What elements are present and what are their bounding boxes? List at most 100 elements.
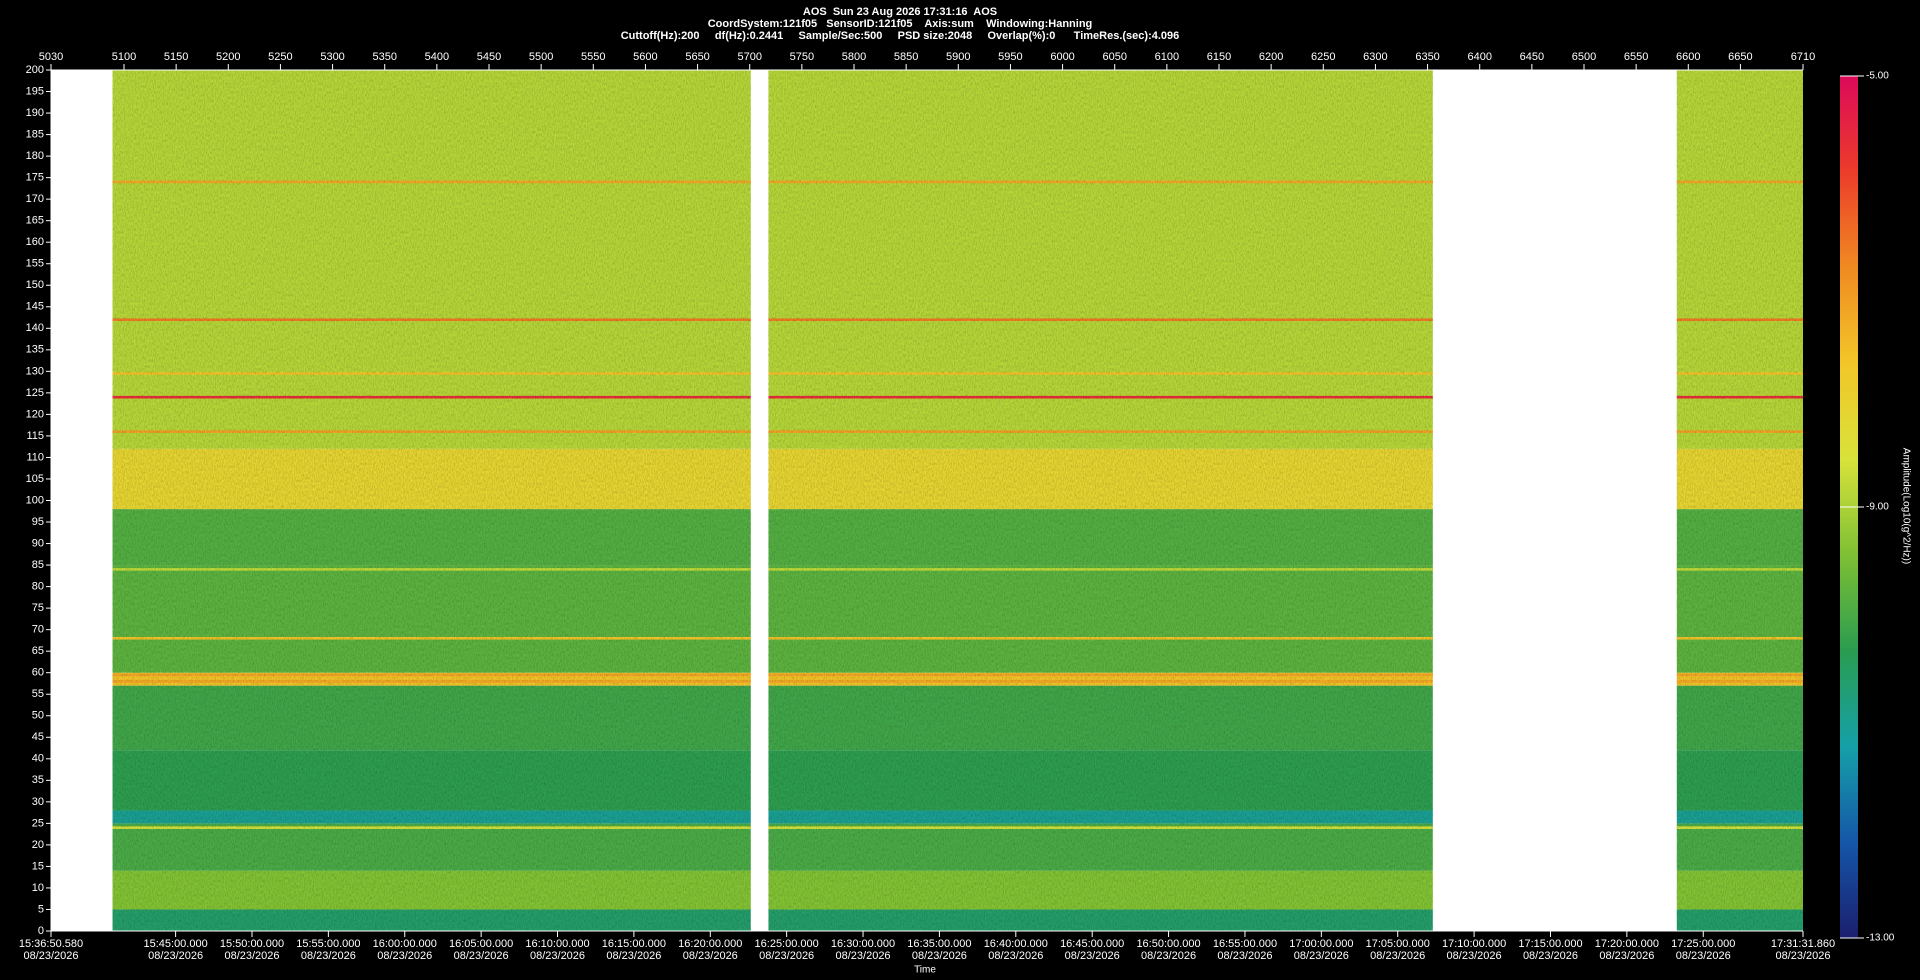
y-tick-label: 160 [26,236,44,248]
time-tick-label: 17:31:31.860 [1771,938,1835,950]
y-tick-label: 95 [32,516,44,528]
data-segment [768,70,1433,931]
x-tick-label: 6300 [1363,51,1387,63]
y-tick-label: 50 [32,710,44,722]
y-tick-label: 40 [32,753,44,765]
x-tick-label: 6100 [1155,51,1179,63]
x-tick-label: 6450 [1520,51,1544,63]
x-tick-label: 6400 [1467,51,1491,63]
y-tick-label: 190 [26,107,44,119]
x-tick-label: 5250 [268,51,292,63]
x-tick-label: 5750 [790,51,814,63]
x-tick-label: 5950 [998,51,1022,63]
x-tick-label: 6600 [1676,51,1700,63]
time-tick-label: 17:00:00.000 [1289,938,1353,950]
y-tick-label: 10 [32,882,44,894]
noise-texture [768,70,1433,931]
time-tick-label: 17:15:00.000 [1518,938,1582,950]
y-tick-label: 175 [26,172,44,184]
time-tick-label: 17:25:00.000 [1671,938,1735,950]
y-tick-label: 115 [26,430,44,442]
chart-title: AOS Sun 23 Aug 2026 17:31:16 AOS [803,6,997,18]
y-tick-label: 65 [32,645,44,657]
y-tick-label: 85 [32,559,44,571]
time-tick-label: 16:15:00.000 [602,938,666,950]
time-tick-label: 17:05:00.000 [1366,938,1430,950]
time-tick-date: 08/23/2026 [912,950,967,962]
y-tick-label: 55 [32,688,44,700]
time-tick-date: 08/23/2026 [23,950,78,962]
y-tick-label: 130 [26,365,44,377]
y-tick-label: 80 [32,581,44,593]
time-tick-date: 08/23/2026 [377,950,432,962]
time-tick-date: 08/23/2026 [836,950,891,962]
x-tick-label: 6000 [1050,51,1074,63]
y-tick-label: 150 [26,279,44,291]
x-tick-label: 5400 [425,51,449,63]
data-segment [112,70,751,931]
time-tick-label: 15:55:00.000 [296,938,360,950]
time-tick-date: 08/23/2026 [988,950,1043,962]
time-tick-date: 08/23/2026 [606,950,661,962]
time-tick-date: 08/23/2026 [1141,950,1196,962]
x-tick-label: 6650 [1728,51,1752,63]
chart-subtitle: CoordSystem:121f05 SensorID:121f05 Axis:… [708,18,1093,30]
time-tick-date: 08/23/2026 [1775,950,1830,962]
y-tick-label: 20 [32,839,44,851]
x-tick-label: 5100 [112,51,136,63]
time-tick-label: 17:20:00.000 [1595,938,1659,950]
time-tick-label: 16:20:00.000 [678,938,742,950]
time-tick-label: 16:25:00.000 [755,938,819,950]
x-tick-label: 6710 [1791,51,1815,63]
time-tick-date: 08/23/2026 [1217,950,1272,962]
time-tick-label: 16:10:00.000 [525,938,589,950]
time-tick-date: 08/23/2026 [1065,950,1120,962]
time-tick-date: 08/23/2026 [683,950,738,962]
colorbar-tick-label: -9.00 [1866,502,1889,513]
x-tick-label: 6550 [1624,51,1648,63]
y-tick-label: 200 [26,64,44,76]
y-tick-label: 105 [26,473,44,485]
colorbar-tick-label: -13.00 [1866,933,1895,944]
y-tick-label: 165 [26,215,44,227]
y-tick-label: 30 [32,796,44,808]
x-tick-label: 6200 [1259,51,1283,63]
y-tick-label: 5 [38,903,44,915]
y-tick-label: 120 [26,408,44,420]
time-tick-date: 08/23/2026 [224,950,279,962]
chart-info: Cuttoff(Hz):200 df(Hz):0.2441 Sample/Sec… [621,30,1180,42]
time-tick-label: 16:50:00.000 [1136,938,1200,950]
x-tick-label: 5200 [216,51,240,63]
y-tick-label: 45 [32,731,44,743]
y-tick-label: 195 [26,85,44,97]
x-tick-label: 6050 [1102,51,1126,63]
x-tick-label: 5300 [320,51,344,63]
time-tick-label: 16:35:00.000 [907,938,971,950]
y-tick-label: 140 [26,322,44,334]
y-tick-label: 155 [26,258,44,270]
y-tick-label: 100 [26,494,44,506]
x-tick-label: 5850 [894,51,918,63]
time-tick-label: 16:55:00.000 [1213,938,1277,950]
x-tick-label: 5900 [946,51,970,63]
y-tick-label: 70 [32,624,44,636]
x-tick-label: 5650 [685,51,709,63]
x-tick-label: 5800 [842,51,866,63]
time-tick-date: 08/23/2026 [1294,950,1349,962]
y-tick-label: 145 [26,301,44,313]
time-tick-label: 17:10:00.000 [1442,938,1506,950]
time-tick-date: 08/23/2026 [301,950,356,962]
time-tick-label: 16:00:00.000 [373,938,437,950]
time-tick-label: 16:40:00.000 [984,938,1048,950]
y-tick-label: 125 [26,387,44,399]
x-tick-label: 6250 [1311,51,1335,63]
x-tick-label: 5030 [39,51,63,63]
x-tick-label: 6500 [1572,51,1596,63]
y-tick-label: 170 [26,193,44,205]
y-tick-label: 60 [32,667,44,679]
x-axis-title: Time [914,965,936,976]
time-tick-label: 16:45:00.000 [1060,938,1124,950]
time-tick-label: 15:36:50.580 [19,938,83,950]
time-tick-label: 15:50:00.000 [220,938,284,950]
